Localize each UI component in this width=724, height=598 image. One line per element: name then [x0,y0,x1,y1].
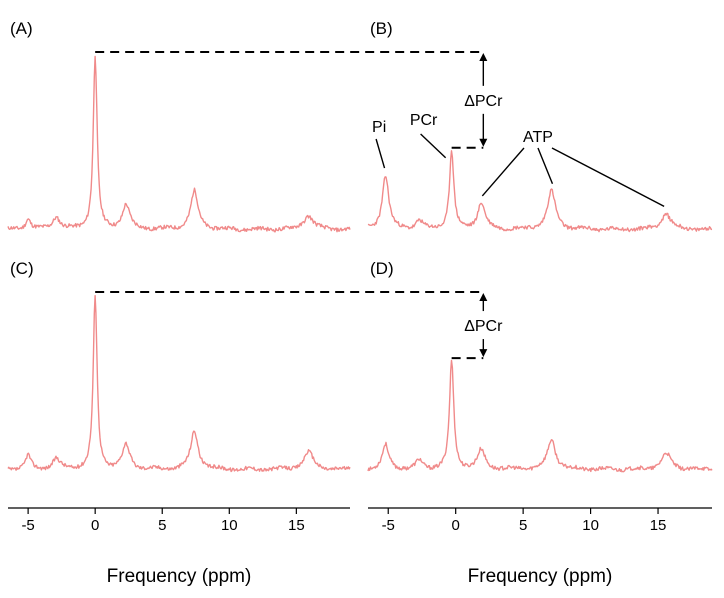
spectrum-trace [367,359,713,473]
arrowhead-up-icon [479,53,488,61]
spectra-panels: (A) (B) ΔPCr Pi PCr ATP (C) (D) ΔPCr [7,19,713,473]
spectrum-trace [367,150,713,233]
panel-label: (C) [10,259,34,278]
delta-pcr-label: ΔPCr [464,93,503,110]
tick-label: 10 [582,517,599,534]
delta-pcr-label: ΔPCr [464,318,503,335]
pi-label: Pi [372,119,386,136]
x-axis-title: Frequency (ppm) [468,566,613,587]
arrowhead-up-icon [479,293,488,301]
pcr-leader [420,133,447,159]
spectrum-trace [7,295,351,473]
pi-leader [375,138,386,169]
arrowhead-down-icon [479,138,488,147]
atp-leader [551,147,665,207]
tick-label: 0 [91,517,99,534]
tick-label: 10 [221,517,238,534]
x-axis-2: -5 0 5 10 15 Frequency (ppm) [368,507,712,587]
arrowhead-down-icon [479,349,488,358]
spectrum-trace [7,55,351,233]
x-axis-title: Frequency (ppm) [107,566,252,587]
tick-label: 0 [452,517,460,534]
panel-label: (B) [370,19,393,38]
atp-leader [481,147,525,197]
x-axis-1: -5 0 5 10 15 Frequency (ppm) [8,507,350,587]
tick-label: 5 [158,517,166,534]
spectrum-panel-b: (B) ΔPCr Pi PCr ATP [95,19,713,233]
tick-label: 5 [519,517,527,534]
pcr-label: PCr [410,112,438,129]
atp-leader [537,147,554,184]
atp-label: ATP [523,129,553,146]
spectrum-panel-a: (A) [7,19,351,233]
spectrum-panel-d: (D) ΔPCr [95,259,713,473]
tick-label: -5 [382,517,395,534]
frequency-axes: -5 0 5 10 15 Frequency (ppm) -5 0 5 10 15 Frequency… [8,507,712,587]
panel-label: (A) [10,19,33,38]
spectrum-panel-c: (C) [7,259,351,473]
panel-label: (D) [370,259,394,278]
tick-label: -5 [21,517,34,534]
tick-label: 15 [650,517,667,534]
tick-label: 15 [288,517,305,534]
